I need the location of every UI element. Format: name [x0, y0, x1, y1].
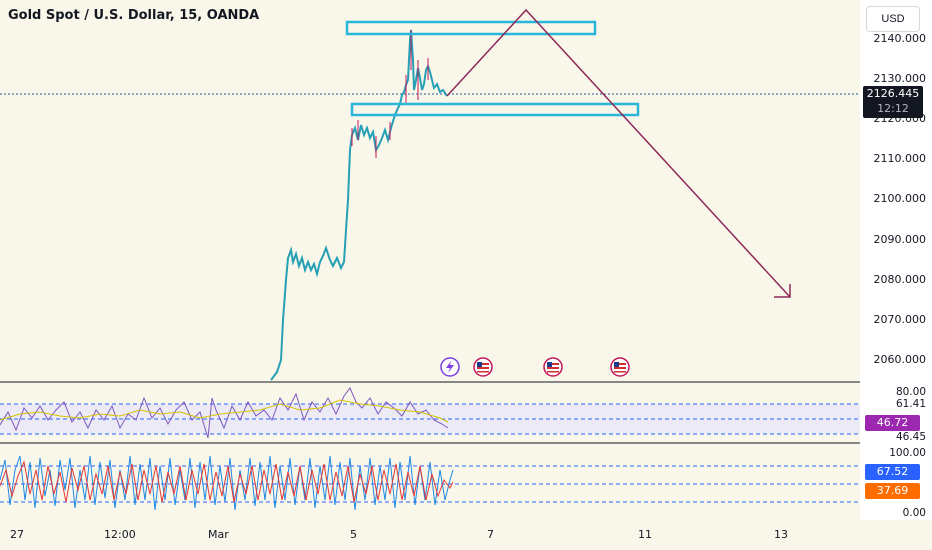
price-axis-label: 2070.000 — [873, 313, 927, 326]
rsi-axis-label: 80.00 — [895, 386, 926, 398]
us-flag-icon — [610, 357, 630, 377]
time-axis-label: 27 — [10, 528, 24, 541]
chart-title: Gold Spot / U.S. Dollar, 15, OANDA — [8, 8, 260, 23]
price-axis-label: 2080.000 — [873, 273, 927, 286]
stoch-k-series — [0, 455, 454, 511]
bar-countdown: 12:12 — [877, 102, 909, 115]
rsi-series — [0, 387, 449, 439]
projection-arrowhead — [774, 284, 791, 298]
dividend-marker[interactable] — [440, 357, 460, 382]
support-zone[interactable] — [350, 102, 640, 117]
time-axis[interactable] — [0, 520, 932, 550]
lightning-icon — [440, 357, 460, 377]
stoch-k-value-tag: 67.52 — [865, 464, 920, 480]
candle-wicks — [351, 30, 429, 158]
price-axis-label: 2090.000 — [873, 233, 927, 246]
current-price-tag: 2126.445 12:12 — [863, 86, 923, 118]
price-axis-label: 2110.000 — [873, 152, 927, 165]
us-flag-icon — [543, 357, 563, 377]
currency-button[interactable]: USD — [866, 6, 920, 32]
us-flag-icon — [473, 357, 493, 377]
price-axis-label: 2060.000 — [873, 353, 927, 366]
rsi-signal — [0, 399, 449, 423]
time-axis-label: 13 — [774, 528, 788, 541]
time-axis-label: 7 — [487, 528, 494, 541]
rsi-axis-label: 61.41 — [895, 398, 926, 410]
price-axis-label: 2100.000 — [873, 192, 927, 205]
time-axis-label: 12:00 — [104, 528, 136, 541]
price-axis-label: 2130.000 — [873, 72, 927, 85]
projection-path[interactable] — [446, 8, 791, 298]
time-axis-label: Mar — [208, 528, 229, 541]
price-series — [270, 29, 448, 381]
current-price-value: 2126.445 — [866, 87, 920, 100]
chart-canvas[interactable] — [0, 0, 860, 550]
economic-event-marker[interactable] — [610, 357, 630, 382]
time-axis-label: 11 — [638, 528, 652, 541]
economic-event-marker[interactable] — [473, 357, 493, 382]
time-axis-label: 5 — [350, 528, 357, 541]
stoch-axis-label: 100.00 — [889, 447, 926, 459]
price-axis-label: 2140.000 — [873, 32, 927, 45]
rsi-axis-label: 46.45 — [895, 431, 926, 443]
economic-event-marker[interactable] — [543, 357, 563, 382]
stoch-d-series — [0, 460, 454, 503]
stoch-d-value-tag: 37.69 — [865, 483, 920, 499]
stoch-axis-label: 0.00 — [902, 507, 926, 519]
resistance-zone[interactable] — [345, 20, 597, 36]
rsi-value-tag: 46.72 — [865, 415, 920, 431]
